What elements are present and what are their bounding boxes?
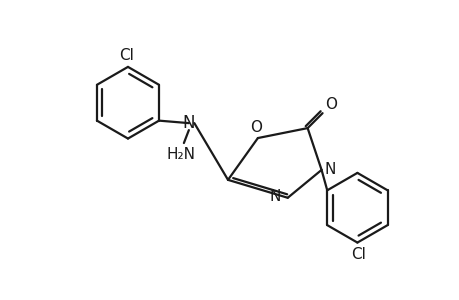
Text: O: O xyxy=(249,120,261,135)
Text: N: N xyxy=(182,114,195,132)
Text: N: N xyxy=(269,189,280,204)
Text: Cl: Cl xyxy=(119,48,134,63)
Text: H₂N: H₂N xyxy=(167,147,196,162)
Text: N: N xyxy=(323,162,335,177)
Text: Cl: Cl xyxy=(350,247,365,262)
Text: O: O xyxy=(325,97,337,112)
